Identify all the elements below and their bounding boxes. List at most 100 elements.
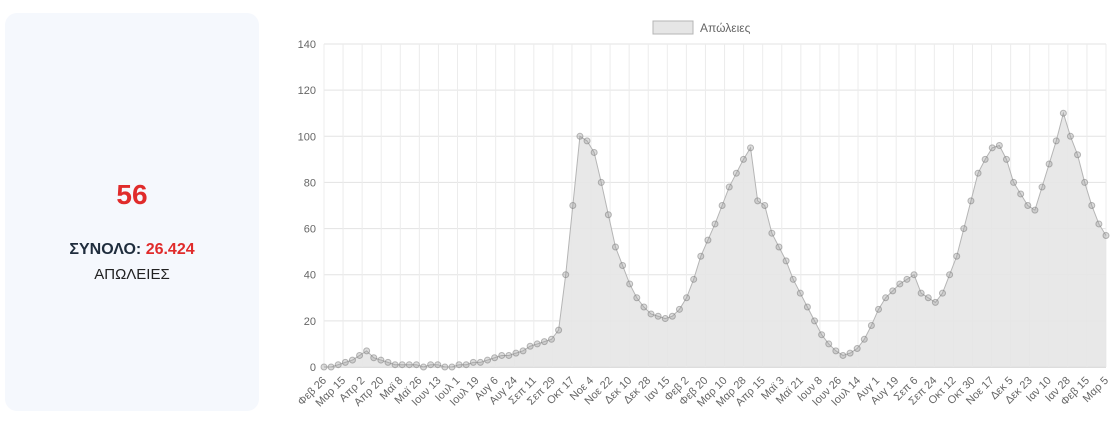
data-point[interactable] (484, 356, 492, 364)
data-point[interactable] (782, 257, 790, 265)
data-point[interactable] (825, 340, 833, 348)
data-point[interactable] (526, 342, 534, 350)
data-point[interactable] (1002, 155, 1010, 163)
data-point[interactable] (420, 363, 428, 371)
data-point[interactable] (540, 338, 548, 346)
data-point[interactable] (903, 275, 911, 283)
data-point[interactable] (469, 358, 477, 366)
data-point[interactable] (995, 142, 1003, 150)
data-point[interactable] (683, 294, 691, 302)
data-point[interactable] (1088, 202, 1096, 209)
data-point[interactable] (917, 289, 925, 297)
data-point[interactable] (704, 236, 712, 244)
data-point[interactable] (604, 211, 612, 219)
data-point[interactable] (505, 351, 513, 359)
data-point[interactable] (1045, 160, 1053, 168)
data-point[interactable] (960, 225, 968, 233)
data-point[interactable] (675, 305, 683, 313)
data-point[interactable] (533, 340, 541, 348)
data-point[interactable] (690, 275, 698, 283)
data-point[interactable] (718, 202, 726, 209)
data-point[interactable] (839, 351, 847, 359)
data-point[interactable] (988, 144, 996, 152)
data-point[interactable] (739, 155, 747, 163)
data-point[interactable] (1059, 109, 1067, 117)
data-point[interactable] (647, 310, 655, 318)
data-point[interactable] (1038, 183, 1046, 191)
data-point[interactable] (377, 356, 385, 364)
data-point[interactable] (1024, 202, 1032, 209)
data-point[interactable] (348, 356, 356, 364)
data-point[interactable] (576, 132, 584, 140)
data-point[interactable] (441, 363, 449, 371)
data-point[interactable] (796, 289, 804, 297)
data-point[interactable] (938, 289, 946, 297)
data-point[interactable] (697, 252, 705, 260)
data-point[interactable] (711, 220, 719, 228)
data-point[interactable] (882, 294, 890, 302)
data-point[interactable] (327, 363, 335, 371)
data-point[interactable] (363, 347, 371, 355)
data-point[interactable] (476, 358, 484, 366)
data-point[interactable] (547, 335, 555, 343)
data-point[interactable] (832, 347, 840, 355)
data-point[interactable] (668, 312, 676, 320)
data-point[interactable] (320, 363, 328, 371)
data-point[interactable] (1031, 206, 1039, 214)
data-point[interactable] (590, 148, 598, 156)
data-point[interactable] (583, 137, 591, 145)
data-point[interactable] (597, 178, 605, 186)
data-point[interactable] (775, 243, 783, 251)
data-point[interactable] (498, 351, 506, 359)
data-point[interactable] (619, 261, 627, 269)
data-point[interactable] (448, 363, 456, 371)
data-point[interactable] (640, 303, 648, 311)
data-point[interactable] (1081, 178, 1089, 186)
data-point[interactable] (427, 361, 435, 369)
data-point[interactable] (924, 294, 932, 302)
data-point[interactable] (818, 331, 826, 339)
data-point[interactable] (462, 361, 470, 369)
data-point[interactable] (341, 358, 349, 366)
data-point[interactable] (412, 361, 420, 369)
data-point[interactable] (967, 197, 975, 205)
data-point[interactable] (867, 321, 875, 329)
data-point[interactable] (555, 326, 563, 334)
data-point[interactable] (633, 294, 641, 302)
data-point[interactable] (512, 349, 520, 357)
data-point[interactable] (889, 287, 897, 295)
data-point[interactable] (405, 361, 413, 369)
data-point[interactable] (626, 280, 634, 288)
data-point[interactable] (1052, 137, 1060, 145)
data-point[interactable] (931, 298, 939, 306)
data-point[interactable] (1074, 151, 1082, 159)
data-point[interactable] (768, 229, 776, 237)
data-point[interactable] (370, 354, 378, 362)
data-point[interactable] (611, 243, 619, 251)
data-point[interactable] (853, 345, 861, 353)
data-point[interactable] (654, 312, 662, 320)
data-point[interactable] (761, 202, 769, 209)
data-point[interactable] (491, 354, 499, 362)
data-point[interactable] (846, 349, 854, 357)
data-point[interactable] (789, 275, 797, 283)
data-point[interactable] (356, 351, 364, 359)
data-point[interactable] (732, 169, 740, 177)
data-point[interactable] (1095, 220, 1103, 228)
chart-legend[interactable]: Απώλειες (652, 20, 751, 35)
data-point[interactable] (896, 280, 904, 288)
data-point[interactable] (519, 347, 527, 355)
data-point[interactable] (860, 335, 868, 343)
data-point[interactable] (910, 271, 918, 279)
data-point[interactable] (661, 315, 669, 323)
data-point[interactable] (434, 361, 442, 369)
data-point[interactable] (974, 169, 982, 177)
data-point[interactable] (754, 197, 762, 205)
data-point[interactable] (1066, 132, 1074, 140)
data-point[interactable] (391, 361, 399, 369)
data-point[interactable] (384, 358, 392, 366)
data-point[interactable] (875, 305, 883, 313)
data-point[interactable] (1017, 190, 1025, 198)
data-point[interactable] (334, 361, 342, 369)
data-point[interactable] (747, 144, 755, 152)
